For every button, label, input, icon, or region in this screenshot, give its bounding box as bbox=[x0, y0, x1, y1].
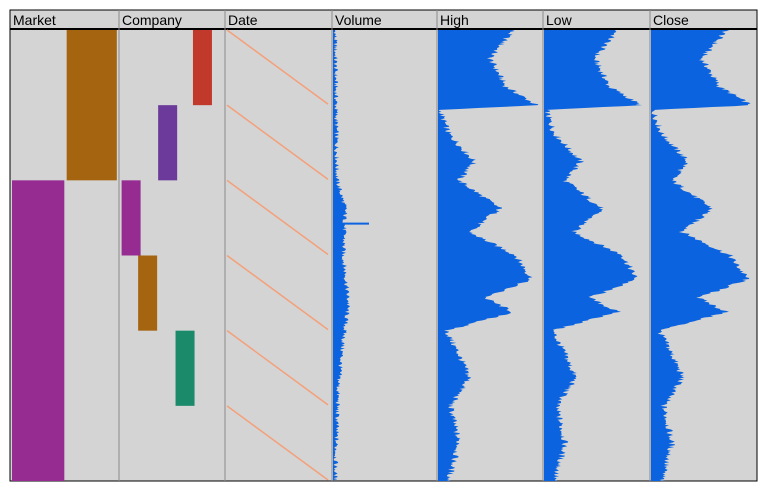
high-profile bbox=[438, 30, 539, 481]
close-profile bbox=[651, 30, 751, 481]
date-trend-line-5 bbox=[226, 405, 329, 481]
company-bar-2 bbox=[121, 180, 141, 256]
column-header-close: Close bbox=[653, 12, 689, 28]
company-bar-3 bbox=[138, 255, 158, 331]
low-profile bbox=[544, 30, 642, 481]
volume-profile bbox=[333, 30, 351, 481]
column-separators bbox=[118, 10, 651, 481]
date-trend-line-2 bbox=[226, 179, 329, 256]
date-trend-line-4 bbox=[226, 330, 329, 406]
company-bar-4 bbox=[175, 330, 195, 406]
column-header-company: Company bbox=[122, 12, 182, 28]
column-headers: Market Company Date Volume High Low Close bbox=[13, 12, 689, 28]
columns-layer bbox=[12, 29, 751, 482]
company-bar-1 bbox=[158, 105, 178, 181]
column-header-volume: Volume bbox=[335, 12, 382, 28]
date-trend-line-1 bbox=[226, 104, 329, 180]
date-trend-line-0 bbox=[226, 29, 329, 105]
column-header-high: High bbox=[440, 12, 469, 28]
date-trend-line-3 bbox=[226, 254, 329, 331]
column-header-market: Market bbox=[13, 12, 56, 28]
market-bar-1 bbox=[12, 180, 65, 482]
column-header-date: Date bbox=[228, 12, 258, 28]
company-bar-0 bbox=[192, 30, 212, 106]
volume-max-bar bbox=[333, 222, 369, 225]
market-bar-0 bbox=[66, 30, 117, 181]
column-header-low: Low bbox=[546, 12, 573, 28]
